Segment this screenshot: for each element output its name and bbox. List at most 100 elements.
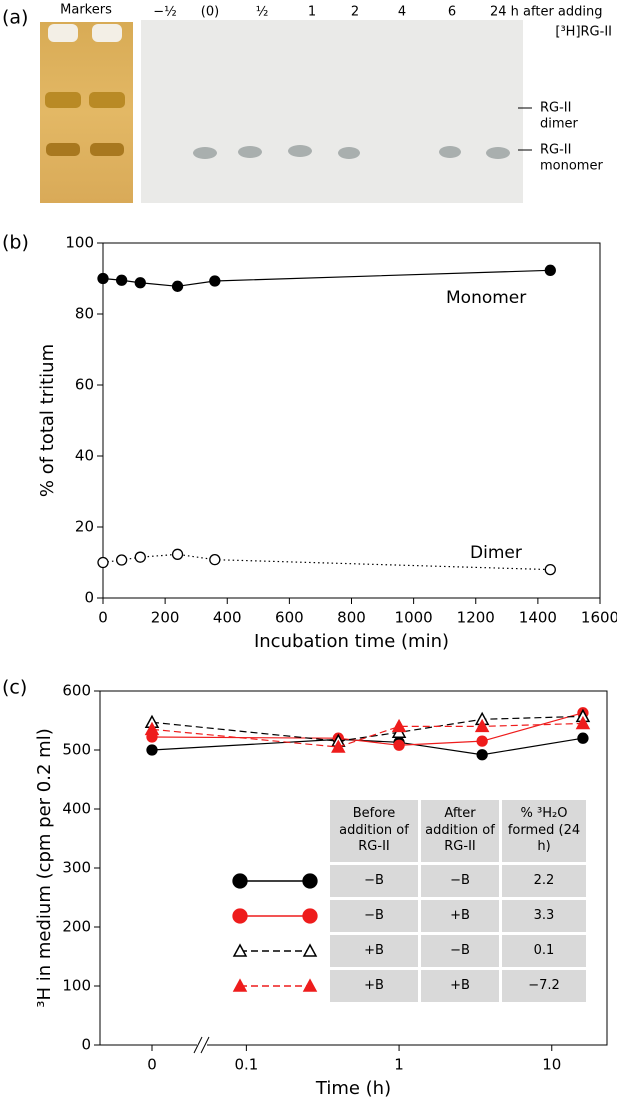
lane-label: (0) (201, 5, 219, 20)
x-axis-label: Incubation time (min) (254, 631, 449, 652)
marker (97, 556, 109, 569)
table-cell: −7.2 (502, 970, 586, 1002)
marker (115, 554, 128, 566)
marker (171, 280, 184, 292)
table-cell: 0.1 (502, 935, 586, 967)
table-row: −B +B 3.3 (330, 900, 586, 932)
legend-symbol (232, 943, 248, 957)
y-tick-label: 0 (81, 1036, 91, 1054)
marker (476, 749, 488, 761)
gel-well (92, 24, 122, 42)
spot (338, 147, 360, 159)
marker (393, 739, 405, 751)
marker (575, 715, 591, 730)
y-axis-label: % of total tritium (37, 344, 58, 497)
marker (544, 563, 556, 576)
table-cell: 3.3 (502, 900, 586, 932)
legend-symbol (302, 908, 318, 924)
table-cell: +B (330, 935, 418, 967)
legend-symbol (302, 978, 318, 992)
lane-label: [³H]RG-II (555, 25, 612, 40)
y-tick-label: 60 (75, 376, 94, 394)
lane-label: −½ (153, 5, 177, 20)
marker (209, 554, 221, 566)
legend-symbol (232, 978, 248, 992)
annotation: Dimer (470, 543, 522, 563)
panel-label: (c) (2, 677, 27, 699)
marker (146, 744, 158, 756)
lane-label: 1 (308, 5, 316, 20)
marker (134, 551, 146, 563)
x-tick-label: 600 (275, 609, 304, 627)
gel-band (89, 92, 125, 108)
x-tick-label: 400 (213, 609, 242, 627)
marker (115, 274, 128, 286)
x-tick-label: 0 (147, 1056, 157, 1074)
band-label: monomer (540, 159, 603, 174)
y-tick-label: 100 (65, 234, 94, 252)
table-cell: −B (330, 900, 418, 932)
marker (391, 718, 407, 733)
annotation: Monomer (446, 288, 526, 308)
spot (193, 147, 217, 159)
table-row: +B +B −7.2 (330, 970, 586, 1002)
marker (144, 721, 160, 736)
spots (193, 145, 510, 159)
panel-label: (b) (2, 232, 29, 254)
marker (331, 739, 346, 753)
x-tick-label: 1000 (395, 609, 433, 627)
marker (209, 275, 221, 287)
table-cell: After addition of RG-II (421, 800, 499, 862)
x-tick-label: 1400 (519, 609, 557, 627)
marker (474, 718, 490, 733)
series-line (151, 722, 583, 748)
table-cell: −B (330, 865, 418, 897)
band-label: dimer (540, 117, 579, 132)
data-table: Before addition of RG-II After addition o… (330, 800, 586, 1005)
table-row: Before addition of RG-II After addition o… (330, 800, 586, 862)
lane-label: 4 (398, 5, 406, 20)
gel-well (48, 24, 78, 42)
table-cell: +B (330, 970, 418, 1002)
marker (97, 272, 109, 285)
legend-symbol (302, 943, 318, 957)
y-tick-label: 0 (84, 589, 94, 607)
x-tick-label: 0 (98, 609, 108, 627)
y-tick-label: 300 (62, 859, 91, 877)
axis-break (197, 1042, 207, 1048)
table-cell: −B (421, 865, 499, 897)
y-tick-label: 100 (62, 977, 91, 995)
spot (238, 146, 262, 158)
lane-label: 2 (351, 5, 359, 20)
y-tick-label: 600 (62, 682, 91, 700)
x-tick-label: 1 (394, 1056, 404, 1074)
lane-label: 6 (448, 5, 456, 20)
x-tick-label: 200 (151, 609, 180, 627)
table-row: +B −B 0.1 (330, 935, 586, 967)
table-cell: +B (421, 970, 499, 1002)
y-tick-label: 500 (62, 741, 91, 759)
band-label: RG-II (540, 101, 571, 116)
band-label: RG-II (540, 143, 571, 158)
table-cell: −B (421, 935, 499, 967)
x-tick-label: 10 (542, 1056, 561, 1074)
marker (544, 264, 556, 276)
break-mark (200, 1036, 210, 1054)
gel-band (90, 143, 124, 156)
x-tick-label: 1600 (581, 609, 617, 627)
gel-label: Markers (60, 3, 112, 18)
y-tick-label: 40 (75, 447, 94, 465)
x-tick-label: 1200 (457, 609, 495, 627)
marker (476, 735, 488, 747)
x-tick-label: 0.1 (234, 1056, 258, 1074)
spot (439, 146, 461, 158)
table-row: −B −B 2.2 (330, 865, 586, 897)
x-axis-label: Time (h) (315, 1078, 391, 1099)
y-tick-label: 200 (62, 918, 91, 936)
legend-symbol (232, 908, 248, 924)
panel-label: (a) (2, 7, 28, 29)
legend-symbol (302, 873, 318, 889)
break-mark (193, 1036, 203, 1054)
